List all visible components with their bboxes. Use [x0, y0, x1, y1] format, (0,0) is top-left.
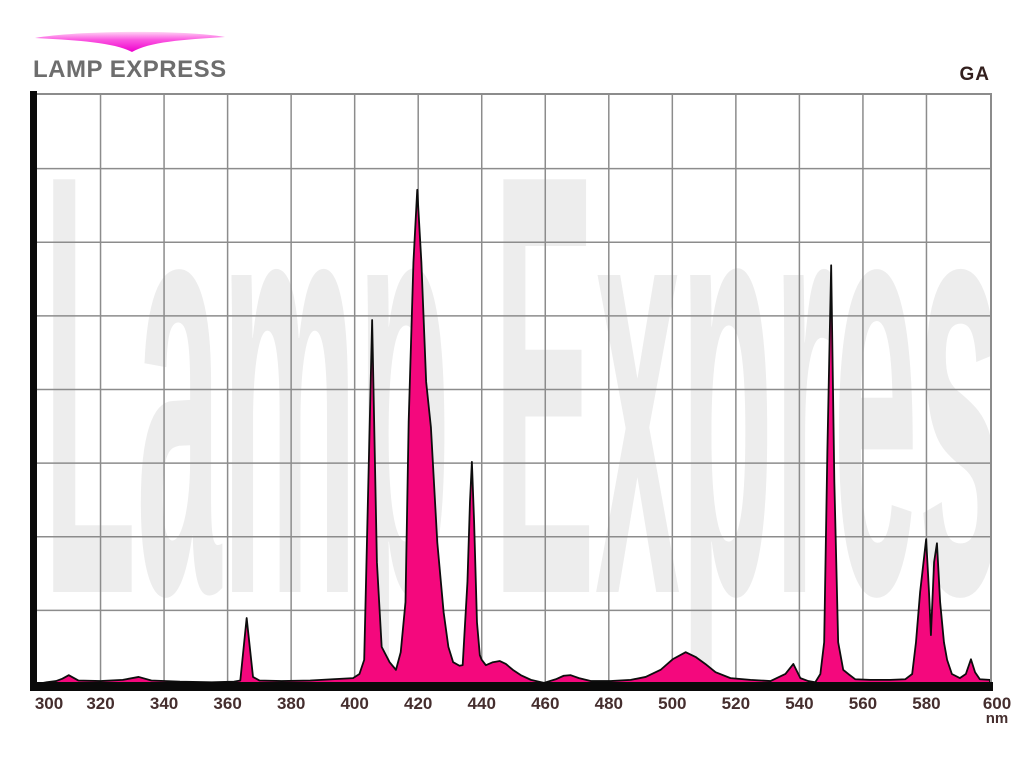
x-tick-label: 360	[213, 694, 242, 713]
y-axis-bar	[30, 91, 37, 691]
brand-swoosh-icon	[35, 31, 225, 52]
x-tick-label: 420	[404, 694, 433, 713]
x-axis: 300 320 340 360 380 400 420 440 460 480 500 520 540 5…	[30, 694, 1011, 728]
lamp-code-label: GA	[959, 64, 990, 85]
x-tick-label: 600	[982, 694, 1012, 713]
x-tick-label: 380	[276, 694, 306, 713]
x-tick-label: 580	[912, 694, 941, 713]
plot-area: Lamp Express	[37, 93, 992, 684]
x-tick-label: 320	[86, 694, 115, 713]
x-axis-bar	[30, 682, 993, 691]
x-tick-label: 440	[467, 694, 496, 713]
x-tick-label: 560	[848, 694, 878, 713]
spectrum-series	[37, 190, 990, 684]
x-tick-label: 300	[34, 694, 64, 713]
grid-and-series	[37, 95, 990, 684]
spectrum-chart: Lamp Express 300 320 340 360 380 400 420 440 460…	[30, 88, 1011, 728]
x-tick-label: 340	[149, 694, 179, 713]
x-tick-label: 520	[721, 694, 751, 713]
x-tick-label: 500	[658, 694, 687, 713]
x-tick-label: 400	[340, 694, 369, 713]
x-tick-label: 480	[594, 694, 623, 713]
brand-title: LAMP EXPRESS	[33, 56, 227, 83]
x-tick-label: 540	[785, 694, 814, 713]
x-axis-unit: nm	[985, 710, 1009, 727]
x-tick-label: 460	[531, 694, 560, 713]
